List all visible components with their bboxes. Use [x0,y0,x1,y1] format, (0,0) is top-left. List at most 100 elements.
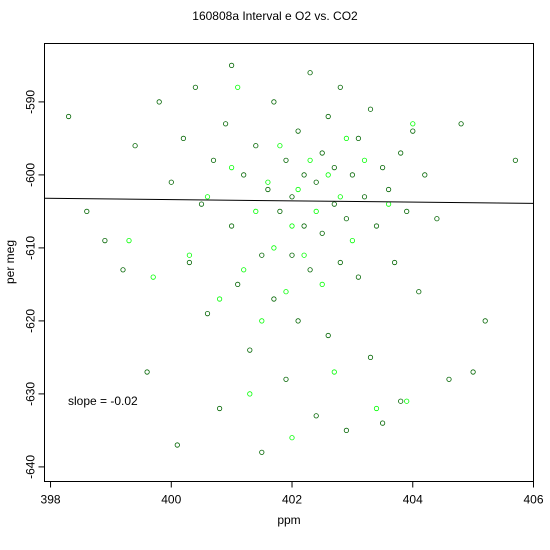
data-point-dark [265,186,271,193]
data-point-dark [156,99,162,105]
data-point-dark [482,318,488,324]
data-point-bright [241,267,247,273]
data-point-dark [132,143,138,149]
data-point-dark [343,427,349,433]
data-point-dark [422,172,428,178]
data-point-dark [410,128,416,134]
data-point-bright [349,238,355,244]
data-point-bright [283,289,289,295]
y-tick-label: -630 [24,382,38,406]
data-point-dark [331,201,337,207]
data-point-dark [398,150,404,156]
y-axis: -590 -600 -610 -620 -630 -640 [24,90,45,479]
regression-line [44,197,534,204]
x-axis-label: ppm [277,513,300,527]
data-point-dark [325,113,331,120]
data-point-bright [126,238,132,244]
data-point-bright [373,405,380,412]
data-point-dark [174,442,180,448]
data-point-dark [289,252,295,258]
data-point-bright [253,208,259,214]
data-point-dark [186,259,192,266]
data-point-bright [229,165,235,171]
data-point-dark [398,398,404,404]
data-point-dark [235,281,241,287]
data-point-dark [391,259,398,266]
data-point-bright [410,121,416,127]
data-point-dark [319,150,325,156]
data-point-dark [416,289,422,295]
data-point-bright [277,143,283,149]
data-point-dark [241,172,247,178]
data-point-dark [458,121,464,127]
data-point-bright [313,208,319,214]
data-points [66,62,519,455]
data-point-dark [259,252,265,258]
data-point-dark [331,165,337,171]
data-point-dark [271,296,277,302]
data-point-bright [307,157,313,163]
data-point-dark [343,216,349,222]
y-tick-label: -610 [24,236,38,260]
data-point-dark [168,179,174,185]
data-point-dark [271,99,277,105]
data-point-bright [337,194,343,200]
data-point-bright [235,84,241,90]
data-point-dark [210,157,217,163]
y-tick-label: -640 [24,455,38,479]
data-point-dark [283,157,289,163]
data-point-dark [120,267,126,273]
data-point-bright [301,252,307,258]
data-point-dark [229,62,235,69]
data-point-dark [446,376,452,382]
data-point-dark [301,172,307,178]
data-point-dark [84,208,90,214]
data-point-bright [331,369,337,375]
data-point-dark [102,238,108,244]
data-point-dark [259,449,265,455]
data-point-dark [349,172,355,178]
data-point-dark [337,259,343,266]
plot-frame [44,43,534,482]
data-point-bright [289,435,295,441]
data-point-bright [319,281,325,287]
data-point-dark [355,274,361,280]
data-point-bright [295,186,301,193]
data-point-dark [223,121,229,127]
y-axis-label: per meg [3,240,17,284]
x-tick-label: 400 [161,493,181,507]
data-point-dark [247,347,253,353]
data-point-bright [247,391,253,397]
data-point-dark [307,267,313,273]
data-point-dark [337,84,343,90]
data-point-dark [66,113,72,120]
data-point-dark [307,70,313,76]
data-point-bright [150,274,156,280]
data-point-bright [289,223,295,229]
data-point-dark [277,208,283,214]
data-point-bright [361,157,368,163]
data-point-dark [313,179,319,185]
data-point-bright [404,398,410,404]
x-tick-label: 404 [403,493,423,507]
data-point-bright [325,172,331,178]
data-point-dark [301,223,307,229]
x-tick-label: 398 [41,493,61,507]
x-axis: 398 400 402 404 406 [41,481,544,507]
data-point-dark [434,216,440,222]
data-point-dark [379,165,386,171]
data-point-dark [289,194,295,200]
data-point-dark [198,201,205,207]
x-tick-label: 402 [282,493,302,507]
data-point-bright [204,194,211,200]
data-point-dark [319,230,325,236]
data-point-dark [373,223,380,229]
data-point-dark [204,310,211,317]
data-point-dark [295,318,301,324]
data-point-dark [512,157,519,163]
data-point-dark [253,143,259,149]
data-point-dark [470,369,476,375]
data-point-dark [367,106,374,112]
data-point-dark [355,135,361,141]
